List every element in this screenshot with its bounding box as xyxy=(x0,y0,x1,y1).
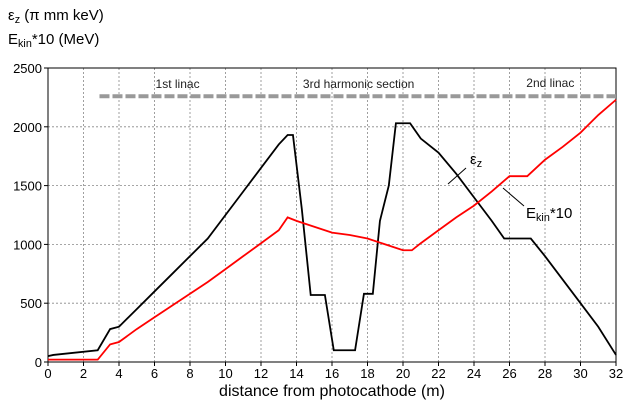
x-tick-label: 18 xyxy=(360,366,374,381)
annotation: 2nd linac xyxy=(526,76,574,90)
y-tick-label: 1500 xyxy=(13,179,42,194)
series-line xyxy=(47,122,617,357)
y-tick-label: 0 xyxy=(35,355,42,370)
label-leader xyxy=(502,187,525,207)
x-tick-label: 28 xyxy=(538,366,552,381)
subscript: z xyxy=(477,158,482,170)
x-axis-label: distance from photocathode (m) xyxy=(219,383,445,400)
label-part: E xyxy=(526,205,536,222)
x-tick-label: 10 xyxy=(218,366,232,381)
series-line xyxy=(48,99,617,361)
series-label: Ekin*10 xyxy=(526,205,572,224)
y-axis-label: εz (π mm keV) xyxy=(8,7,104,26)
annotation: 1st linac xyxy=(156,77,200,91)
x-tick-label: 2 xyxy=(80,366,87,381)
y-tick-label: 2500 xyxy=(13,61,42,76)
x-tick-label: 12 xyxy=(254,366,268,381)
y-tick-label: 500 xyxy=(20,296,42,311)
label-part: E xyxy=(8,31,18,48)
x-tick-label: 6 xyxy=(151,366,158,381)
x-tick-label: 8 xyxy=(186,366,193,381)
x-tick-label: 32 xyxy=(609,366,623,381)
x-tick-label: 20 xyxy=(396,366,410,381)
label-part: *10 (MeV) xyxy=(32,31,100,48)
subscript: kin xyxy=(536,212,550,224)
x-tick-label: 22 xyxy=(431,366,445,381)
x-tick-label: 0 xyxy=(44,366,51,381)
y-tick-label: 1000 xyxy=(13,237,42,252)
label-leader xyxy=(447,167,467,185)
x-tick-label: 24 xyxy=(467,366,481,381)
x-tick-label: 16 xyxy=(325,366,339,381)
x-tick-label: 4 xyxy=(115,366,122,381)
label-part: *10 xyxy=(550,205,573,222)
y-axis-label: Ekin*10 (MeV) xyxy=(8,31,99,50)
series-label: εz xyxy=(470,151,482,170)
label-part: (π mm keV) xyxy=(20,7,104,24)
y-tick-label: 2000 xyxy=(13,120,42,135)
x-tick-label: 30 xyxy=(573,366,587,381)
x-tick-label: 26 xyxy=(502,366,516,381)
x-tick-label: 14 xyxy=(289,366,303,381)
subscript: z xyxy=(15,14,20,26)
subscript: kin xyxy=(18,38,32,50)
label-part: ε xyxy=(8,7,15,24)
annotation: 3rd harmonic section xyxy=(303,77,414,91)
label-part: ε xyxy=(470,151,477,168)
